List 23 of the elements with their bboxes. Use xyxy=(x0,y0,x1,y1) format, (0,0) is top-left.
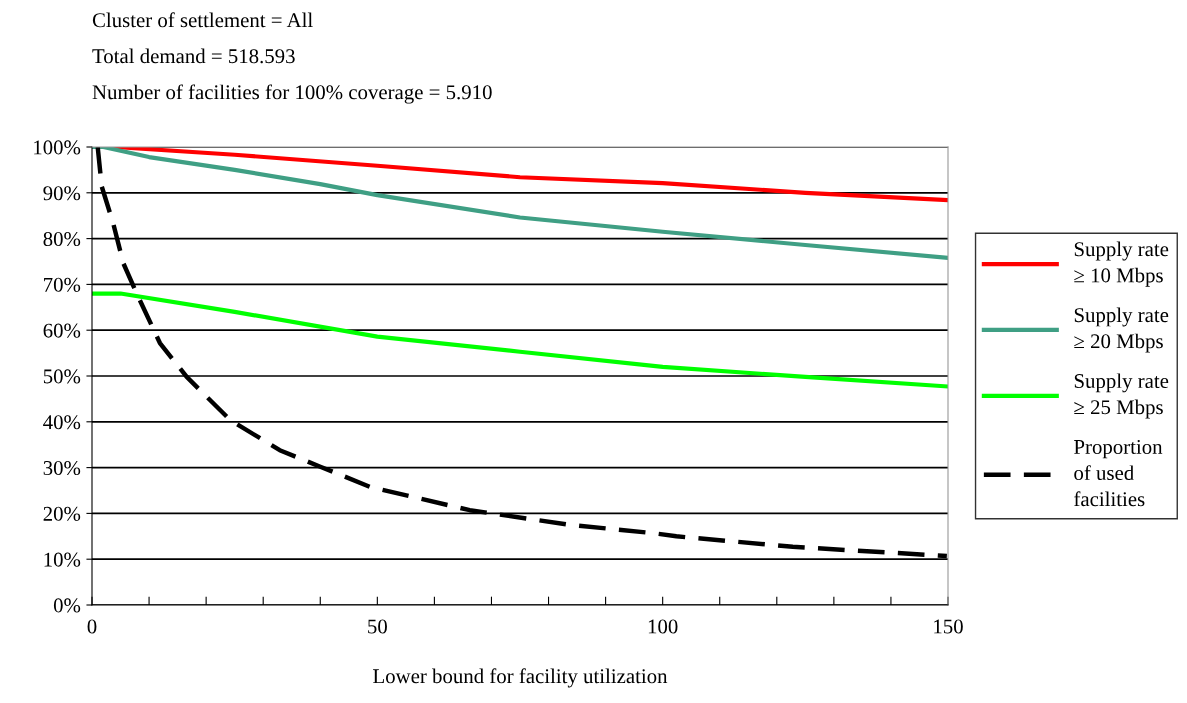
text: Number of facilities for 100% coverage = 5.910 xyxy=(92,84,492,104)
y-tick-label: 30% xyxy=(43,460,81,476)
y-tick-label: 60% xyxy=(43,323,81,338)
y-tick-label: 10% xyxy=(44,552,81,567)
x-tick-label: 100 xyxy=(648,619,678,634)
text: Total demand = 518.593 xyxy=(92,48,295,64)
x-axis-title: Lower bound for facility utilization xyxy=(373,668,668,688)
y-tick-label: 80% xyxy=(43,231,81,247)
legend-label: Supply rate ≥ 25 Mbps xyxy=(1074,373,1169,419)
y-tick-label: 100% xyxy=(34,140,81,155)
y-tick-label: 20% xyxy=(43,506,81,521)
text: Cluster of settlement = All xyxy=(92,12,313,28)
y-tick-label: 40% xyxy=(43,415,81,430)
x-tick-label: 0 xyxy=(87,619,97,634)
y-tick-label: 50% xyxy=(43,369,81,384)
legend-label: Proportion of used facilities xyxy=(1074,439,1163,507)
y-tick-label: 90% xyxy=(43,186,81,201)
x-tick-label: 50 xyxy=(368,619,387,634)
legend-label: Supply rate ≥ 20 Mbps xyxy=(1074,307,1169,353)
y-tick-label: 70% xyxy=(44,277,81,292)
legend-label: Supply rate ≥ 10 Mbps xyxy=(1074,241,1169,287)
y-tick-label: 0% xyxy=(53,598,81,613)
x-tick-label: 150 xyxy=(934,619,963,634)
